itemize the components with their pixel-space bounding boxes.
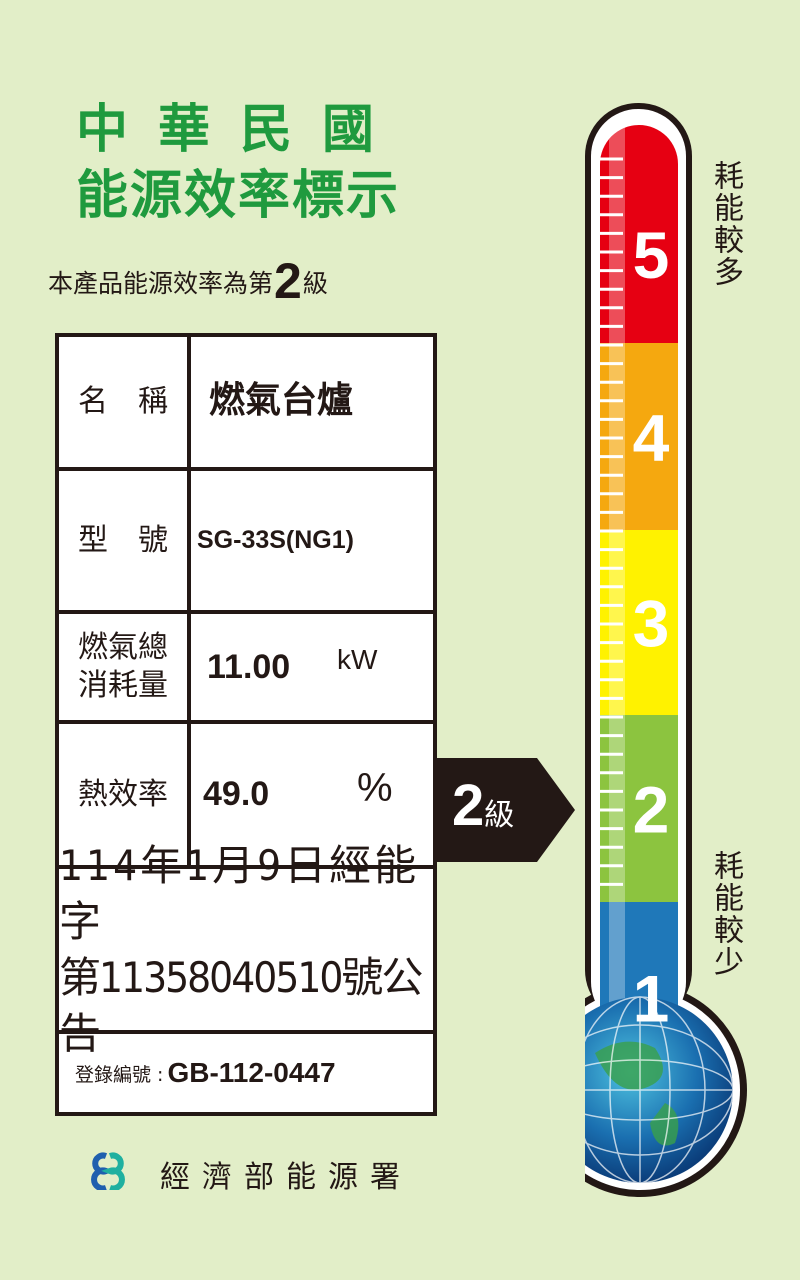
name-value: 燃氣台爐 — [209, 380, 354, 421]
level-1-number: 1 — [633, 962, 670, 1036]
level-2-number: 2 — [633, 773, 670, 847]
consumption-value: 11.00 — [207, 647, 291, 686]
statement-grade: 2 — [274, 253, 302, 309]
low-consumption-label: 耗能較少 — [708, 850, 743, 978]
registration: 登錄編號 : GB-112-0447 — [59, 1034, 433, 1112]
thermometer: 5 4 3 2 1 — [585, 103, 747, 1197]
pointer-unit: 級 — [484, 798, 515, 833]
statement-suffix: 級 — [302, 269, 328, 298]
spec-table: 名 稱 燃氣台爐 型 號 SG-33S(NG1) 燃氣總 消耗量 11.00 kW… — [55, 333, 437, 1116]
registration-label: 登錄編號 : — [75, 1063, 164, 1086]
agency-name: 經濟部能源署 — [160, 1160, 412, 1195]
energy-administration-logo-icon — [91, 1152, 125, 1190]
grade-pointer-arrow — [437, 758, 575, 862]
level-3-number: 3 — [633, 587, 670, 661]
level-5-number: 5 — [633, 218, 670, 292]
statement-prefix: 本產品能源效率為第 — [48, 269, 274, 298]
row-consumption: 燃氣總 消耗量 11.00 kW — [59, 614, 433, 724]
row-name: 名 稱 燃氣台爐 — [59, 337, 433, 471]
model-label: 型 號 — [59, 471, 191, 610]
row-efficiency: 熱效率 49.0 % — [59, 724, 433, 869]
efficiency-label: 熱效率 — [59, 724, 191, 865]
high-consumption-label: 耗能較多 — [708, 160, 743, 288]
pointer-grade: 2 — [452, 773, 485, 838]
grade-pointer: 2級 — [452, 772, 514, 839]
title-country: 中華民國 — [76, 100, 405, 160]
announcement-line2: 第11358040510號公告 — [59, 952, 423, 1058]
announcement: 114年1月9日經能字 第11358040510號公告 — [59, 841, 433, 1058]
grade-statement: 本產品能源效率為第2級 — [48, 252, 328, 310]
name-label: 名 稱 — [59, 337, 191, 467]
efficiency-value: 49.0 — [203, 775, 270, 813]
registration-value: GB-112-0447 — [167, 1057, 336, 1088]
row-model: 型 號 SG-33S(NG1) — [59, 471, 433, 614]
level-4-number: 4 — [633, 401, 670, 475]
consumption-label: 燃氣總 消耗量 — [59, 614, 191, 720]
efficiency-unit: % — [357, 766, 393, 810]
title-label: 能源效率標示 — [76, 166, 401, 226]
announcement-line1: 114年1月9日經能字 — [59, 840, 420, 946]
model-value: SG-33S(NG1) — [197, 526, 354, 554]
consumption-unit: kW — [337, 644, 378, 675]
